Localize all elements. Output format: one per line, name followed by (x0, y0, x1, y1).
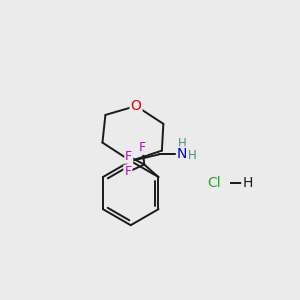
Text: F: F (124, 166, 131, 178)
Text: O: O (130, 99, 142, 113)
Text: H: H (178, 137, 187, 150)
Text: F: F (139, 141, 146, 154)
Text: F: F (125, 150, 132, 163)
Text: Cl: Cl (207, 176, 221, 190)
Text: H: H (242, 176, 253, 190)
Text: H: H (188, 149, 197, 162)
Text: N: N (177, 148, 187, 161)
